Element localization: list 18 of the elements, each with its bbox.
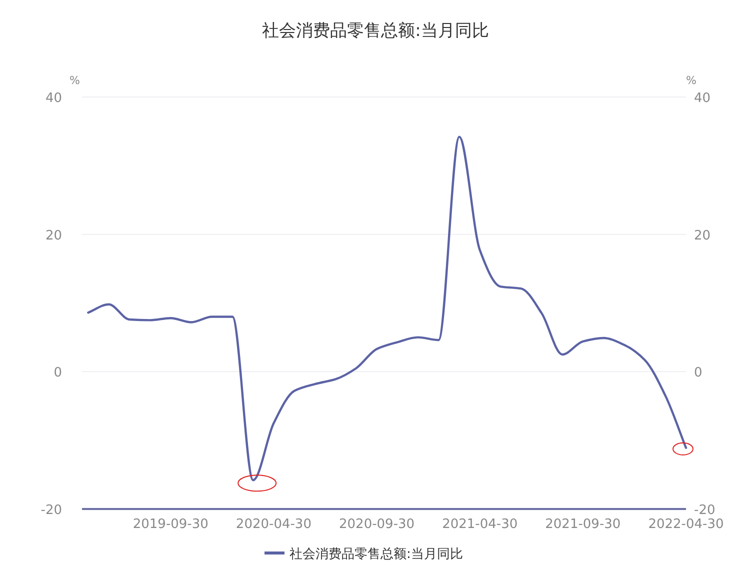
y-tick-label: 40 — [45, 91, 62, 106]
x-tick-label: 2021-09-30 — [545, 517, 621, 532]
x-tick-label: 2021-04-30 — [442, 517, 518, 532]
y-axis-title: % — [70, 74, 80, 87]
chart-title: 社会消费品零售总额:当月同比 — [262, 21, 489, 41]
y2-tick-label: 40 — [694, 91, 711, 106]
y2-tick-label: -20 — [694, 503, 716, 518]
y2-tick-label: 0 — [694, 366, 702, 381]
y-tick-label: 20 — [45, 228, 62, 244]
y-tick-label: 0 — [54, 366, 62, 381]
x-tick-label: 2020-04-30 — [236, 517, 312, 532]
y2-axis-title: % — [686, 74, 696, 87]
x-tick-label: 2019-09-30 — [132, 517, 208, 532]
x-tick-label: 2020-09-30 — [339, 517, 415, 532]
y-tick-label: -20 — [40, 503, 62, 518]
x-tick-label: 2022-04-30 — [648, 517, 724, 532]
y2-tick-label: 20 — [694, 228, 711, 244]
legend-label: 社会消费品零售总额:当月同比 — [290, 547, 463, 562]
